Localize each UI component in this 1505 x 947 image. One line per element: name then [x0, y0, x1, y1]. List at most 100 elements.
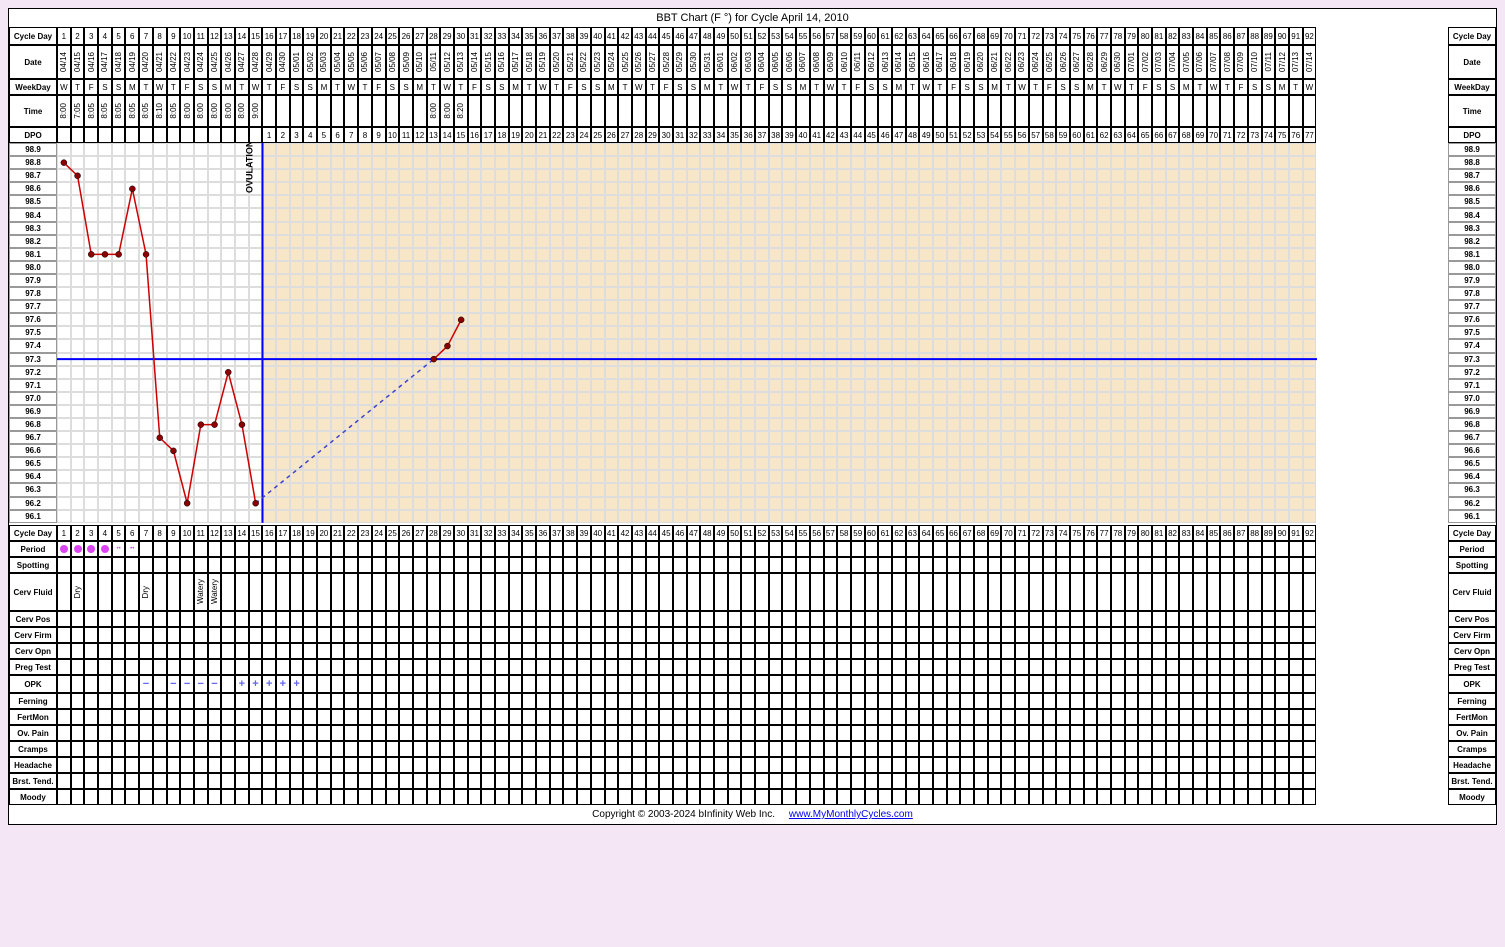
cell — [98, 693, 112, 709]
cell: 33 — [495, 525, 509, 541]
cell — [372, 541, 386, 557]
cell — [125, 675, 139, 693]
cell: 6 — [125, 525, 139, 541]
cell — [84, 675, 98, 693]
cell — [303, 675, 317, 693]
cell — [1166, 693, 1180, 709]
cell — [1029, 773, 1043, 789]
cell — [1303, 627, 1317, 643]
cell: 04/25 — [208, 45, 222, 79]
cell — [522, 659, 536, 675]
cell — [1111, 541, 1125, 557]
cell: 06/27 — [1070, 45, 1084, 79]
cell: 8:05 — [98, 95, 112, 127]
site-link[interactable]: www.MyMonthlyCycles.com — [789, 809, 913, 820]
cell — [933, 95, 947, 127]
cell — [673, 573, 687, 611]
cell — [1275, 773, 1289, 789]
cell — [646, 557, 660, 573]
temp-axis-label-r: 98.0 — [1448, 261, 1496, 274]
cell: 8 — [358, 127, 372, 143]
cell — [84, 541, 98, 557]
cell — [221, 757, 235, 773]
cell — [618, 693, 632, 709]
cell — [865, 573, 879, 611]
cell — [782, 611, 796, 627]
cell — [673, 659, 687, 675]
cell — [824, 627, 838, 643]
cell — [878, 789, 892, 805]
cell: 38 — [769, 127, 783, 143]
cell — [386, 627, 400, 643]
cell — [892, 773, 906, 789]
cell — [1166, 611, 1180, 627]
cell — [57, 627, 71, 643]
cell — [974, 757, 988, 773]
cell — [1029, 675, 1043, 693]
cell: 12 — [413, 127, 427, 143]
cell — [769, 773, 783, 789]
cell: 44 — [646, 525, 660, 541]
cell — [1111, 557, 1125, 573]
cell: 06/22 — [1001, 45, 1015, 79]
cell: 07/13 — [1289, 45, 1303, 79]
cell — [167, 611, 181, 627]
cell — [536, 709, 550, 725]
cell — [468, 789, 482, 805]
cell — [892, 693, 906, 709]
cell — [988, 675, 1002, 693]
cell — [495, 659, 509, 675]
cell — [1138, 709, 1152, 725]
cell — [536, 725, 550, 741]
cell — [194, 643, 208, 659]
cell — [509, 659, 523, 675]
cell — [1234, 557, 1248, 573]
cell — [440, 675, 454, 693]
cell — [878, 675, 892, 693]
cell — [71, 693, 85, 709]
cell — [947, 643, 961, 659]
cell: 22 — [344, 525, 358, 541]
cell — [919, 675, 933, 693]
cell — [988, 95, 1002, 127]
cell: 74 — [1056, 525, 1070, 541]
cell — [112, 773, 126, 789]
cell — [796, 573, 810, 611]
cell — [399, 557, 413, 573]
cell — [331, 643, 345, 659]
cell — [824, 693, 838, 709]
cell — [769, 659, 783, 675]
cell — [372, 611, 386, 627]
cell — [1029, 789, 1043, 805]
cell — [605, 789, 619, 805]
cell — [167, 693, 181, 709]
cell — [1070, 675, 1084, 693]
cell — [947, 541, 961, 557]
cell — [906, 557, 920, 573]
cell: S — [481, 79, 495, 95]
cell: W — [824, 79, 838, 95]
cell — [714, 773, 728, 789]
cell — [372, 557, 386, 573]
cell — [1138, 757, 1152, 773]
cell — [522, 773, 536, 789]
cell — [1056, 659, 1070, 675]
cell — [632, 573, 646, 611]
cell — [796, 541, 810, 557]
cell: T — [1220, 79, 1234, 95]
cell — [700, 573, 714, 611]
cell: 06/30 — [1111, 45, 1125, 79]
cell — [331, 611, 345, 627]
cell — [1220, 693, 1234, 709]
cell — [1262, 659, 1276, 675]
cell: 59 — [1056, 127, 1070, 143]
row-label-cerv_firm: Cerv Firm — [9, 627, 57, 643]
cell — [659, 693, 673, 709]
cell — [1111, 573, 1125, 611]
cell — [98, 675, 112, 693]
cell — [960, 627, 974, 643]
cell — [153, 725, 167, 741]
cell: 27 — [413, 27, 427, 45]
cell — [605, 757, 619, 773]
cell: 05/28 — [659, 45, 673, 79]
